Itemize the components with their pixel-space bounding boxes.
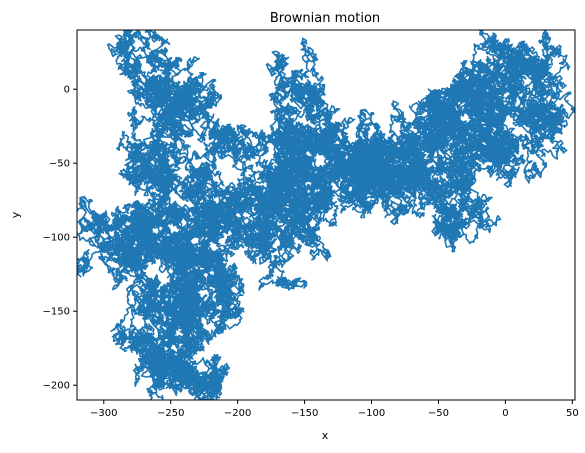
x-tick-label: −150 [291,408,318,419]
x-axis-label: x [322,429,329,442]
plot-area [76,29,576,401]
y-tick-label: −150 [43,307,70,318]
plot-frame [76,29,576,401]
x-tick-label: 0 [502,408,508,419]
y-axis-label: y [9,211,22,218]
x-tick-label: −250 [157,408,184,419]
x-tick-label: −300 [90,408,117,419]
x-axis-ticks: −300 −250 −200 −150 −100 −50 0 50 [90,400,579,419]
y-tick-label: −200 [43,381,70,392]
y-tick-label: 0 [64,85,70,96]
series-layer [77,30,575,400]
x-tick-label: −200 [224,408,251,419]
y-axis-ticks: 0 −50 −100 −150 −200 [43,85,77,392]
y-tick-label: −50 [49,159,70,170]
x-tick-label: −100 [358,408,385,419]
series-line-0 [77,30,575,400]
y-tick-label: −100 [43,233,70,244]
x-tick-label: 50 [566,408,579,419]
chart-title: Brownian motion [270,11,380,26]
x-tick-label: −50 [428,408,449,419]
